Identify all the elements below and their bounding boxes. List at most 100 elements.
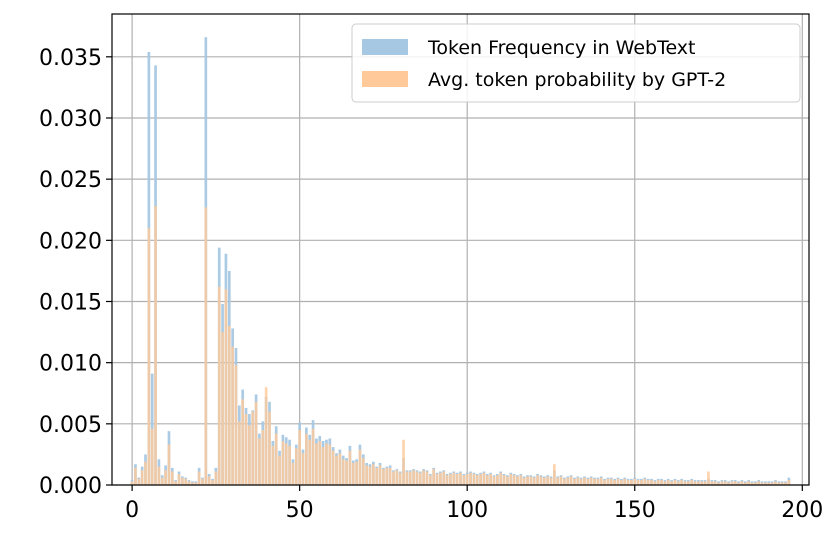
legend-swatch-0 <box>362 39 408 55</box>
bar-gpt2-3 <box>140 470 144 485</box>
bar-gpt2-128 <box>559 476 563 485</box>
bar-gpt2-189 <box>764 482 767 485</box>
bar-gpt2-136 <box>586 478 590 485</box>
bar-gpt2-173 <box>710 481 714 485</box>
bar-gpt2-88 <box>425 471 429 485</box>
bar-gpt2-36 <box>251 411 255 485</box>
bar-gpt2-30 <box>231 346 234 485</box>
bar-gpt2-171 <box>703 481 707 485</box>
bar-gpt2-179 <box>730 481 734 485</box>
bar-gpt2-143 <box>609 478 613 485</box>
bar-gpt2-77 <box>388 467 392 485</box>
bar-gpt2-139 <box>596 478 600 485</box>
bar-gpt2-122 <box>539 476 543 485</box>
bar-gpt2-11 <box>167 444 171 485</box>
bar-gpt2-45 <box>281 440 285 485</box>
bar-gpt2-17 <box>187 481 191 485</box>
bar-gpt2-99 <box>462 475 466 485</box>
bars <box>130 37 791 486</box>
bar-gpt2-157 <box>656 480 660 485</box>
bar-gpt2-5 <box>147 228 151 485</box>
bar-gpt2-169 <box>697 481 700 485</box>
bar-gpt2-190 <box>767 482 771 485</box>
bar-gpt2-97 <box>455 473 459 485</box>
bar-gpt2-118 <box>526 476 529 485</box>
bar-gpt2-67 <box>355 461 358 485</box>
bar-gpt2-120 <box>532 477 536 485</box>
bar-gpt2-21 <box>201 478 204 485</box>
bar-gpt2-152 <box>640 480 643 485</box>
bar-gpt2-185 <box>750 482 754 485</box>
bar-gpt2-66 <box>351 462 355 485</box>
bar-gpt2-175 <box>717 482 720 485</box>
bar-gpt2-116 <box>519 475 523 485</box>
bar-gpt2-51 <box>301 453 305 485</box>
bar-gpt2-72 <box>372 464 375 485</box>
bar-gpt2-161 <box>670 481 673 485</box>
x-tick-label: 100 <box>446 498 488 523</box>
bar-gpt2-26 <box>217 286 221 485</box>
bar-gpt2-187 <box>757 481 761 485</box>
bar-gpt2-7 <box>154 206 157 485</box>
bar-gpt2-111 <box>502 475 506 485</box>
bar-gpt2-14 <box>177 473 181 485</box>
bar-gpt2-35 <box>248 425 251 485</box>
bar-gpt2-58 <box>325 443 328 485</box>
bar-gpt2-27 <box>221 332 224 485</box>
bar-gpt2-124 <box>546 476 549 485</box>
bar-gpt2-168 <box>693 481 697 485</box>
bar-gpt2-109 <box>496 475 499 485</box>
bar-gpt2-141 <box>603 480 606 485</box>
bar-gpt2-90 <box>432 469 436 485</box>
bar-gpt2-22 <box>204 207 208 485</box>
x-tick-label: 150 <box>614 498 656 523</box>
bar-gpt2-65 <box>348 450 352 485</box>
bar-gpt2-28 <box>224 289 228 485</box>
bar-gpt2-193 <box>777 482 781 485</box>
y-tick-label: 0.005 <box>39 413 102 438</box>
bar-gpt2-105 <box>482 472 486 485</box>
bar-gpt2-96 <box>452 472 456 485</box>
bar-gpt2-162 <box>673 480 677 485</box>
bar-gpt2-102 <box>472 473 476 485</box>
bar-gpt2-69 <box>361 458 365 485</box>
bar-gpt2-170 <box>700 481 704 485</box>
bar-gpt2-32 <box>237 421 241 485</box>
x-tick-label: 200 <box>781 498 823 523</box>
bar-gpt2-13 <box>174 481 178 485</box>
bar-gpt2-6 <box>150 428 154 485</box>
bar-gpt2-108 <box>492 476 496 485</box>
bar-gpt2-147 <box>623 478 627 485</box>
bar-gpt2-114 <box>512 475 516 485</box>
bar-gpt2-83 <box>408 471 412 485</box>
bar-gpt2-63 <box>341 459 345 485</box>
bar-gpt2-29 <box>227 325 231 485</box>
bar-gpt2-55 <box>315 443 318 485</box>
bar-gpt2-2 <box>137 478 141 485</box>
bar-gpt2-98 <box>459 472 462 485</box>
bar-gpt2-46 <box>284 443 288 485</box>
bar-gpt2-31 <box>234 365 238 485</box>
bar-gpt2-4 <box>144 461 147 485</box>
bar-gpt2-50 <box>298 429 301 485</box>
bar-gpt2-89 <box>429 475 432 485</box>
bar-gpt2-52 <box>305 433 308 485</box>
bar-gpt2-125 <box>549 477 553 485</box>
bar-gpt2-117 <box>522 477 526 485</box>
bar-gpt2-70 <box>365 465 369 485</box>
bar-gpt2-192 <box>774 481 777 485</box>
bar-gpt2-34 <box>244 414 248 485</box>
bar-gpt2-135 <box>583 477 586 485</box>
bar-gpt2-74 <box>378 465 382 485</box>
bar-gpt2-79 <box>395 470 399 485</box>
bar-gpt2-150 <box>633 478 637 485</box>
bar-gpt2-145 <box>616 478 620 485</box>
bar-gpt2-95 <box>449 473 452 485</box>
bar-gpt2-91 <box>435 473 439 485</box>
bar-gpt2-186 <box>754 482 757 485</box>
bar-gpt2-76 <box>385 467 389 485</box>
bar-gpt2-44 <box>278 455 281 485</box>
bar-gpt2-110 <box>499 472 503 485</box>
